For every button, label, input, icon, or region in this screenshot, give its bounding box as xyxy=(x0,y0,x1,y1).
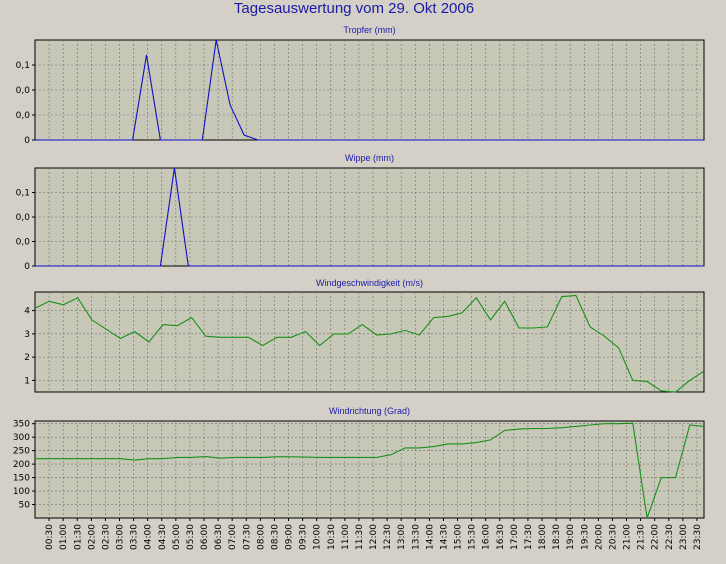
x-tick-label: 10:00 xyxy=(313,524,323,550)
x-tick-label: 09:30 xyxy=(299,524,309,550)
x-tick-label: 19:00 xyxy=(566,524,576,550)
x-tick-label: 05:30 xyxy=(186,524,196,550)
x-tick-label: 21:00 xyxy=(623,524,633,550)
y-tick-label: 200 xyxy=(13,460,30,470)
x-tick-label: 02:30 xyxy=(101,524,111,550)
chart-panels: Tropfer (mm) 0 0,0 0,0 0,1 Wippe (mm) 0 0,0 0,0 0… xyxy=(13,25,705,519)
x-tick-label: 05:00 xyxy=(172,524,182,550)
x-tick-label: 11:00 xyxy=(341,524,351,550)
page-title: Tagesauswertung vom 29. Okt 2006 xyxy=(234,0,474,17)
x-tick-label: 15:00 xyxy=(454,524,464,550)
panel-title: Tropfer (mm) xyxy=(343,25,395,35)
y-tick-label: 0,1 xyxy=(16,61,30,71)
x-tick-label: 02:00 xyxy=(87,524,97,550)
x-tick-label: 09:00 xyxy=(285,524,295,550)
x-tick-label: 22:30 xyxy=(665,524,675,550)
y-tick-label: 150 xyxy=(13,474,30,484)
y-tick-label: 4 xyxy=(24,307,30,317)
panel-4: Windrichtung (Grad) 50 100 150 200 250 300 350 xyxy=(13,406,705,519)
x-tick-label: 14:30 xyxy=(439,524,449,550)
time-axis: 00:30 01:00 01:30 02:00 02:30 03:00 03:30 04:00… xyxy=(45,518,703,550)
y-tick-label: 50 xyxy=(19,501,31,511)
x-tick-label: 17:00 xyxy=(510,524,520,550)
y-tick-label: 2 xyxy=(24,353,30,363)
y-tick-label: 3 xyxy=(24,330,30,340)
y-tick-label: 0,0 xyxy=(16,238,31,248)
y-tick-label: 0,1 xyxy=(16,189,30,199)
y-tick-label: 0,0 xyxy=(16,86,31,96)
x-tick-label: 19:30 xyxy=(580,524,590,550)
x-tick-label: 22:00 xyxy=(651,524,661,550)
x-tick-label: 15:30 xyxy=(468,524,478,550)
y-tick-label: 350 xyxy=(13,420,30,430)
x-tick-label: 01:30 xyxy=(73,524,83,550)
x-tick-label: 18:00 xyxy=(538,524,548,550)
x-tick-label: 06:30 xyxy=(214,524,224,550)
x-tick-label: 16:00 xyxy=(482,524,492,550)
x-tick-label: 03:00 xyxy=(116,524,126,550)
y-tick-label: 300 xyxy=(13,433,30,443)
x-tick-label: 18:30 xyxy=(552,524,562,550)
y-tick-label: 0,0 xyxy=(16,111,31,121)
x-tick-label: 20:30 xyxy=(608,524,618,550)
x-tick-label: 17:30 xyxy=(524,524,534,550)
x-tick-label: 00:30 xyxy=(45,524,55,550)
x-tick-label: 21:30 xyxy=(637,524,647,550)
y-tick-label: 250 xyxy=(13,447,30,457)
panel-title: Windgeschwindigkeit (m/s) xyxy=(316,278,423,288)
panel-title: Windrichtung (Grad) xyxy=(329,406,410,416)
x-tick-label: 12:30 xyxy=(383,524,393,550)
x-tick-label: 06:00 xyxy=(200,524,210,550)
x-tick-label: 13:30 xyxy=(411,524,421,550)
x-tick-label: 04:00 xyxy=(144,524,154,550)
x-tick-label: 08:30 xyxy=(270,524,280,550)
x-tick-label: 16:30 xyxy=(496,524,506,550)
x-tick-label: 08:00 xyxy=(256,524,266,550)
plot-area xyxy=(34,420,705,519)
x-tick-label: 20:00 xyxy=(594,524,604,550)
plot-area xyxy=(34,291,705,393)
x-tick-label: 23:30 xyxy=(693,524,703,550)
x-tick-label: 03:30 xyxy=(130,524,140,550)
x-tick-label: 12:00 xyxy=(369,524,379,550)
x-tick-label: 07:00 xyxy=(228,524,238,550)
series-line xyxy=(34,294,705,393)
series-line xyxy=(35,39,704,141)
x-tick-label: 13:00 xyxy=(397,524,407,550)
x-tick-label: 07:30 xyxy=(242,524,252,550)
x-tick-label: 04:30 xyxy=(158,524,168,550)
y-tick-label: 0 xyxy=(24,136,30,146)
x-tick-label: 10:30 xyxy=(327,524,337,550)
y-tick-label: 0 xyxy=(24,262,30,272)
series-line xyxy=(35,422,705,519)
x-tick-label: 23:00 xyxy=(679,524,689,550)
x-tick-label: 14:00 xyxy=(425,524,435,550)
series-line xyxy=(35,167,704,267)
y-tick-label: 100 xyxy=(13,487,30,497)
panel-1: Tropfer (mm) 0 0,0 0,0 0,1 xyxy=(16,25,705,146)
x-tick-label: 11:30 xyxy=(355,524,365,550)
y-tick-label: 1 xyxy=(24,376,30,386)
panel-2: Wippe (mm) 0 0,0 0,0 0,1 xyxy=(16,153,705,272)
x-tick-label: 01:00 xyxy=(59,524,69,550)
panel-title: Wippe (mm) xyxy=(345,153,394,163)
y-tick-label: 0,0 xyxy=(16,213,31,223)
panel-3: Windgeschwindigkeit (m/s) 1 2 3 4 xyxy=(24,278,705,393)
